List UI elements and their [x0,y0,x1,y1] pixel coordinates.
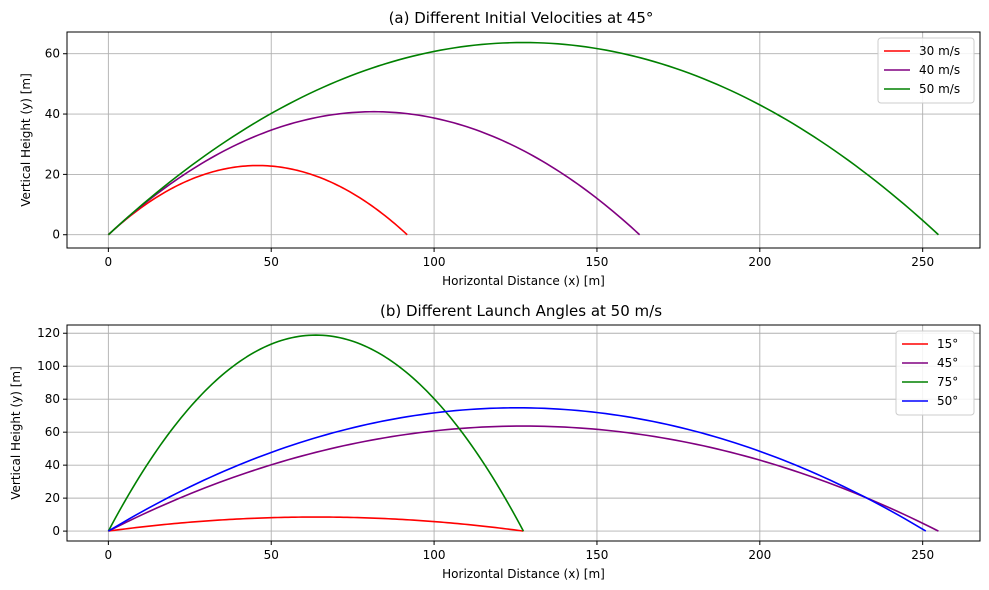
x-tick-label: 100 [423,548,446,562]
y-tick-label: 100 [37,359,60,373]
legend-label: 75° [937,375,958,389]
x-tick-label: 100 [423,255,446,269]
y-tick-label: 20 [45,491,60,505]
series-line [107,164,408,236]
y-tick-label: 20 [45,167,60,181]
series-line [107,110,641,236]
x-tick-label: 0 [105,548,113,562]
x-tick-label: 200 [748,255,771,269]
y-tick-label: 40 [45,107,60,121]
y-tick-label: 60 [45,47,60,61]
series-line [108,516,524,532]
subplot-a-xlabel: Horizontal Distance (x) [m] [442,274,605,288]
legend-label: 50° [937,394,958,408]
subplot-a-title: (a) Different Initial Velocities at 45° [389,9,654,27]
series-line [107,41,939,236]
subplot-b-legend: 15° 45° 75° 50° [895,330,975,416]
legend-label: 30 m/s [919,44,960,58]
y-tick-label: 80 [45,392,60,406]
subplot-b-xlabel: Horizontal Distance (x) [m] [442,567,605,581]
y-tick-label: 120 [37,326,60,340]
y-tick-label: 40 [45,458,60,472]
subplot-a-legend: 30 m/s 40 m/s 50 m/s [877,37,975,104]
x-tick-label: 150 [585,255,608,269]
x-tick-label: 250 [911,255,934,269]
x-tick-label: 0 [105,255,113,269]
x-tick-label: 250 [911,548,934,562]
legend-box [895,330,975,416]
x-tick-label: 200 [748,548,771,562]
y-tick-label: 0 [52,228,60,242]
y-tick-label: 60 [45,425,60,439]
subplot-b-ylabel: Vertical Height (y) [m] [9,366,23,500]
subplot-a-ylabel: Vertical Height (y) [m] [19,73,33,207]
series-line [107,334,525,532]
subplot-b: (b) Different Launch Angles at 50 m/s 0 5… [9,302,981,581]
y-tick-label: 0 [52,524,60,538]
subplot-b-title: (b) Different Launch Angles at 50 m/s [380,302,662,320]
legend-label: 15° [937,337,958,351]
legend-label: 45° [937,356,958,370]
x-tick-label: 150 [585,548,608,562]
x-tick-label: 50 [264,255,279,269]
subplot-a: (a) Different Initial Velocities at 45° … [19,9,981,288]
subplot-b-axes [66,324,981,542]
legend-label: 50 m/s [919,82,960,96]
series-line [107,407,927,532]
x-tick-label: 50 [264,548,279,562]
series-line [108,425,939,532]
legend-label: 40 m/s [919,63,960,77]
legend-box [877,37,975,104]
subplot-a-axes [66,31,981,249]
